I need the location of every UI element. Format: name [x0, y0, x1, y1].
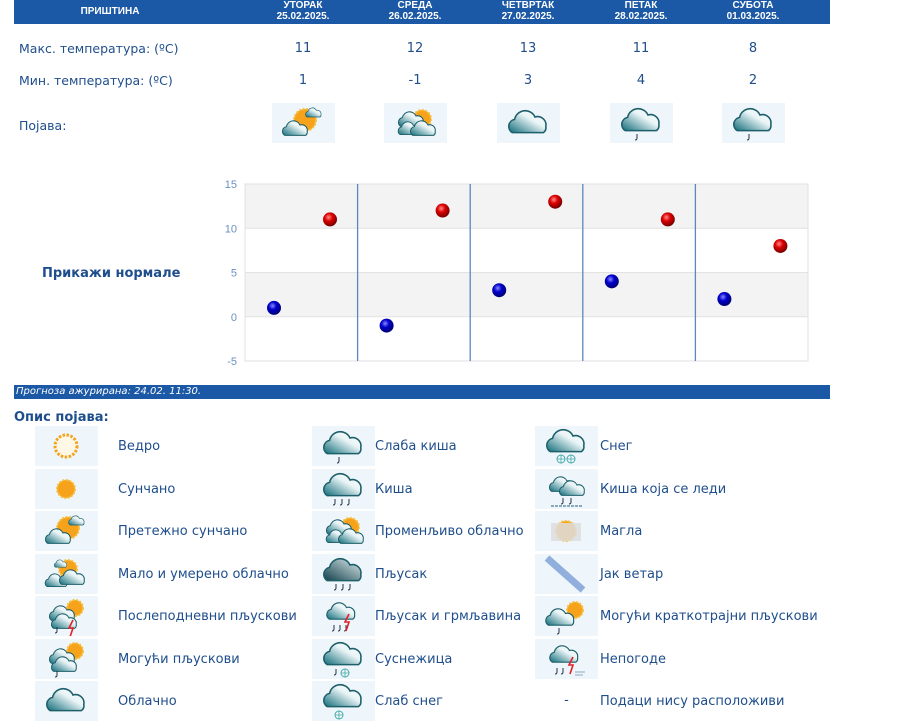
- day-header: СРЕДА 26.02.2025.: [360, 0, 470, 22]
- legend-label: Променљиво облачно: [375, 524, 524, 539]
- day-header: СУБОТА 01.03.2025.: [698, 0, 808, 22]
- max-temp-value: 12: [406, 41, 424, 56]
- min-temp-point: [717, 292, 732, 307]
- grid-band: [245, 272, 808, 317]
- day-date: 25.02.2025.: [276, 11, 330, 22]
- max-temp-value: 8: [748, 41, 758, 56]
- grid-band: [245, 184, 808, 229]
- min-temp-point: [492, 283, 507, 298]
- legend-label: Слаба киша: [375, 439, 457, 454]
- legend-label: Суснежица: [375, 652, 453, 667]
- day-header: ЧЕТВРТАК 27.02.2025.: [473, 0, 583, 22]
- legend-label: Мало и умерено облачно: [118, 567, 289, 582]
- shower-icon: [312, 554, 375, 594]
- min-temp-point: [604, 274, 619, 289]
- possible-showers-icon: [35, 639, 98, 679]
- legend-label: Непогоде: [600, 652, 666, 667]
- min-temp-value: 2: [748, 73, 758, 88]
- legend-label: Киша која се леди: [600, 482, 727, 497]
- y-tick-label: 5: [231, 268, 237, 280]
- legend-label: Снег: [600, 439, 633, 454]
- max-temp-value: 13: [519, 41, 537, 56]
- max-temp-point: [548, 194, 563, 209]
- mostly-sunny-icon: [272, 103, 335, 143]
- legend-label: Киша: [375, 482, 413, 497]
- legend-label: Облачно: [118, 694, 177, 709]
- phenomenon-label: Појава:: [19, 118, 67, 133]
- legend-title: Опис појава:: [14, 410, 109, 425]
- mostly-sunny-icon: [35, 511, 98, 551]
- legend-label: Слаб снег: [375, 694, 443, 709]
- min-temp-value: 3: [523, 73, 533, 88]
- legend-label: Сунчано: [118, 482, 176, 497]
- day-date: 27.02.2025.: [501, 11, 555, 22]
- plot-frame: [244, 183, 809, 362]
- legend-label: Претежно сунчано: [118, 524, 248, 539]
- thunderstorm-icon: [312, 596, 375, 636]
- min-temp-point: [267, 300, 281, 315]
- light-rain-icon: [610, 103, 673, 143]
- forecast-header: ПРИШТИНА УТОРАК 25.02.2025. СРЕДА 26.02.202…: [14, 0, 830, 24]
- legend-label: Ведро: [118, 439, 161, 454]
- day-name: СРЕДА: [397, 0, 433, 11]
- few-clouds-icon: [35, 554, 98, 594]
- min-temp-value: 4: [636, 73, 646, 88]
- city-name: ПРИШТИНА: [80, 6, 140, 17]
- forecast-updated: Прогноза ажурирана: 24.02. 11:30.: [14, 385, 830, 399]
- min-temp-value: -1: [408, 73, 422, 88]
- freezing-rain-icon: [535, 469, 598, 509]
- brief-showers-icon: [535, 596, 598, 636]
- day-name: ПЕТАК: [624, 0, 658, 11]
- sunny-icon: [35, 469, 98, 509]
- strong-wind-icon: [535, 554, 598, 594]
- min-temp-value: 1: [298, 73, 308, 88]
- storm-icon: [535, 639, 598, 679]
- clear-sun-icon: [35, 426, 98, 466]
- legend-label: Магла: [600, 524, 643, 539]
- rain-icon: [312, 469, 375, 509]
- y-tick-label: 15: [225, 179, 237, 191]
- light-rain-icon: [722, 103, 785, 143]
- max-temp-value: 11: [294, 41, 312, 56]
- legend-label: Пљусак и грмљавина: [375, 609, 522, 624]
- show-normals-link[interactable]: Прикажи нормале: [42, 266, 181, 281]
- y-tick-label: 0: [231, 312, 237, 324]
- max-temp-point: [660, 212, 675, 227]
- legend-label: Послеподневни пљускови: [118, 609, 297, 624]
- day-name: СУБОТА: [732, 0, 774, 11]
- day-header: УТОРАК 25.02.2025.: [248, 0, 358, 22]
- cloudy-icon: [35, 681, 98, 721]
- day-date: 28.02.2025.: [614, 11, 668, 22]
- snow-icon: [535, 426, 598, 466]
- min-temp-label: Мин. температура: (ºC): [19, 73, 173, 88]
- y-tick-label: 10: [225, 223, 237, 235]
- legend-label: Подаци нису расположиви: [600, 694, 785, 709]
- no-data-dash: -: [564, 693, 569, 708]
- y-tick-label: -5: [227, 356, 237, 368]
- temperature-chart: 15 10 5 0 -5: [225, 179, 809, 368]
- max-temp-label: Макс. температура: (ºC): [19, 41, 179, 56]
- light-rain-icon: [312, 426, 375, 466]
- afternoon-showers-icon: [35, 596, 98, 638]
- day-name: ЧЕТВРТАК: [501, 0, 555, 11]
- day-header: ПЕТАК 28.02.2025.: [586, 0, 696, 22]
- legend-label: Јак ветар: [600, 567, 664, 582]
- cloudy-icon: [497, 103, 560, 143]
- sleet-icon: [312, 639, 375, 679]
- legend-label: Пљусак: [375, 567, 428, 582]
- max-temp-point: [323, 212, 337, 227]
- legend-label: Могући пљускови: [118, 652, 240, 667]
- max-temp-value: 11: [632, 41, 650, 56]
- light-snow-icon: [312, 681, 375, 721]
- legend-label: Могући краткотрајни пљускови: [600, 609, 818, 624]
- partly-cloudy-icon: [312, 511, 375, 551]
- max-temp-point: [435, 203, 450, 218]
- day-name: УТОРАК: [283, 0, 323, 11]
- fog-icon: [535, 511, 598, 551]
- max-temp-point: [773, 238, 788, 253]
- min-temp-point: [379, 318, 394, 333]
- partly-cloudy-icon: [384, 103, 447, 143]
- day-date: 01.03.2025.: [726, 11, 780, 22]
- day-date: 26.02.2025.: [388, 11, 442, 22]
